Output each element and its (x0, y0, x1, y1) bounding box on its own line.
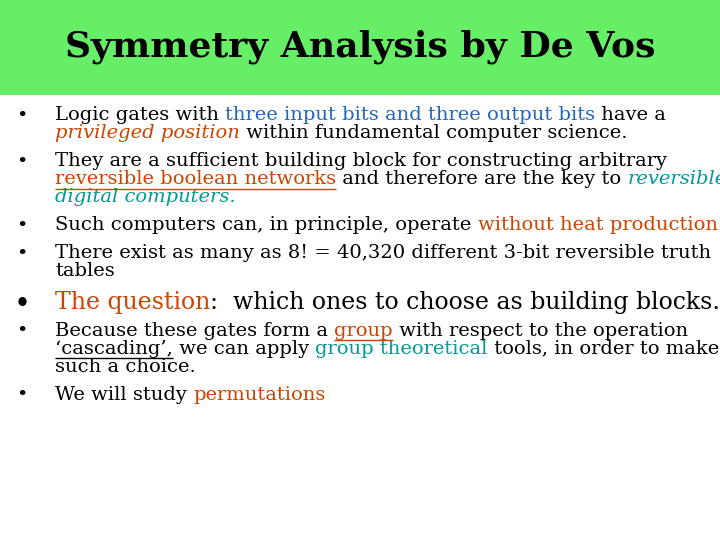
Text: permutations: permutations (193, 386, 325, 403)
Text: tables: tables (55, 262, 114, 280)
Text: Symmetry Analysis by De Vos: Symmetry Analysis by De Vos (65, 30, 655, 64)
Text: within fundamental computer science.: within fundamental computer science. (240, 125, 627, 143)
Text: :  which ones to choose as building blocks.: : which ones to choose as building block… (210, 291, 720, 314)
Text: .: . (718, 217, 720, 234)
Text: The question: The question (55, 291, 210, 314)
Bar (0, 0, 720, 94)
Text: privileged position: privileged position (55, 125, 240, 143)
Text: we can apply: we can apply (173, 340, 315, 357)
Text: Logic gates with: Logic gates with (55, 106, 225, 125)
Text: There exist as many as 8! = 40,320 different 3-bit reversible truth: There exist as many as 8! = 40,320 diffe… (55, 245, 711, 262)
Text: group theoretical: group theoretical (315, 340, 487, 357)
Text: three input bits and three output bits: three input bits and three output bits (225, 106, 595, 125)
Text: digital computers.: digital computers. (55, 188, 235, 206)
Text: They are a sufficient building block for constructing arbitrary: They are a sufficient building block for… (55, 152, 667, 171)
Text: group: group (334, 321, 393, 340)
Text: reversible: reversible (628, 171, 720, 188)
Text: •: • (17, 245, 27, 263)
Text: such a choice.: such a choice. (55, 357, 196, 375)
Text: Such computers can, in principle, operate: Such computers can, in principle, operat… (55, 217, 477, 234)
Text: ‘cascading’,: ‘cascading’, (55, 340, 173, 357)
Text: •: • (17, 217, 27, 235)
Text: reversible boolean networks: reversible boolean networks (55, 171, 336, 188)
Text: We will study: We will study (55, 386, 193, 403)
Text: •: • (17, 386, 27, 404)
Text: •: • (14, 292, 30, 315)
Text: have a: have a (595, 106, 666, 125)
Text: with respect to the operation: with respect to the operation (393, 321, 688, 340)
Text: •: • (17, 153, 27, 171)
Text: tools, in order to make: tools, in order to make (487, 340, 719, 357)
Bar (0, 94, 720, 540)
Text: •: • (17, 322, 27, 340)
Text: •: • (17, 107, 27, 125)
Text: without heat production: without heat production (477, 217, 718, 234)
Text: and therefore are the key to: and therefore are the key to (336, 171, 628, 188)
Text: Because these gates form a: Because these gates form a (55, 321, 334, 340)
